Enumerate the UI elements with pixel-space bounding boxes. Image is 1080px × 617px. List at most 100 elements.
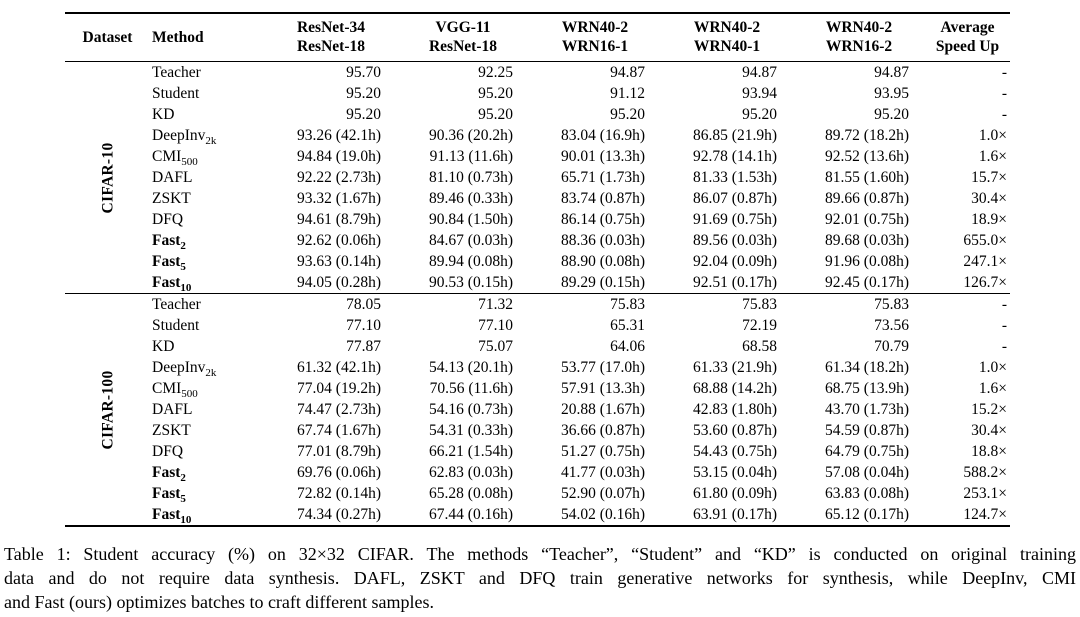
accuracy-value: 75.83 xyxy=(529,293,661,315)
method-name: DeepInv2k xyxy=(152,127,217,148)
accuracy-value: 92.01 (0.75h) xyxy=(825,211,909,228)
table-row: DAFL 92.22 (2.73h) 81.10 (0.73h) 65.71 (1.7… xyxy=(65,167,1010,188)
accuracy-value: 71.32 xyxy=(397,293,529,315)
header-col-wrn40-2-wrn16-2: WRN40-2 WRN16-2 xyxy=(793,13,925,62)
table-body: CIFAR-10 Teacher 95.70 92.25 94.87 94.87 94.87… xyxy=(65,62,1010,527)
table-row: Fast2 92.62 (0.06h) 84.67 (0.03h) 88.36 (0.… xyxy=(65,230,1010,252)
speedup-value: - xyxy=(925,293,1010,315)
accuracy-value: 93.63 (0.14h) xyxy=(297,253,381,270)
accuracy-value: 86.85 (21.9h) xyxy=(693,127,777,144)
accuracy-value: 89.56 (0.03h) xyxy=(693,232,777,249)
method-name: Teacher xyxy=(150,293,265,315)
speedup-value: 253.1× xyxy=(963,485,1007,502)
accuracy-value: 94.05 (0.28h) xyxy=(297,274,381,291)
method-name: Student xyxy=(152,317,200,334)
method-name: Fast5 xyxy=(152,485,186,506)
accuracy-value: 53.60 (0.87h) xyxy=(693,422,777,439)
accuracy-value: 95.20 xyxy=(874,106,909,123)
accuracy-value: 88.36 (0.03h) xyxy=(561,232,645,249)
method-name: CMI500 xyxy=(152,148,198,169)
speedup-value: 655.0× xyxy=(963,232,1007,249)
accuracy-value: 54.13 (20.1h) xyxy=(429,359,513,376)
accuracy-value: 70.79 xyxy=(874,338,909,355)
speedup-value: 30.4× xyxy=(971,190,1007,207)
accuracy-value: 84.67 (0.03h) xyxy=(429,232,513,249)
accuracy-value: 92.25 xyxy=(478,64,513,81)
accuracy-value: 94.87 xyxy=(610,64,645,81)
caption-line: and Fast (ours) optimizes batches to cra… xyxy=(4,592,435,612)
method-name: Fast10 xyxy=(152,506,192,527)
accuracy-value: 91.12 xyxy=(610,85,645,102)
accuracy-value: 89.29 (0.15h) xyxy=(561,274,645,291)
accuracy-value: 94.87 xyxy=(874,64,909,81)
accuracy-value: 70.56 (11.6h) xyxy=(429,380,513,397)
accuracy-value: 73.56 xyxy=(874,317,909,334)
accuracy-value: 89.46 (0.33h) xyxy=(429,190,513,207)
table-row: Fast5 72.82 (0.14h) 65.28 (0.08h) 52.90 (0.… xyxy=(65,483,1010,506)
speedup-value: 30.4× xyxy=(971,422,1007,439)
table-row: Student 95.20 95.20 91.12 93.94 93.95 - xyxy=(65,83,1010,104)
accuracy-value: 90.84 (1.50h) xyxy=(429,211,513,228)
speedup-value: 1.6× xyxy=(978,380,1007,397)
accuracy-value: 51.27 (0.75h) xyxy=(561,443,645,460)
speedup-value: 124.7× xyxy=(963,506,1007,523)
accuracy-value: 90.53 (0.15h) xyxy=(429,274,513,291)
accuracy-value: 75.83 xyxy=(661,293,793,315)
speedup-value: 18.9× xyxy=(971,211,1007,228)
results-table: Dataset Method ResNet-34 ResNet-18 VGG-11 R… xyxy=(65,12,1010,527)
accuracy-value: 54.43 (0.75h) xyxy=(693,443,777,460)
header-col-wrn40-2-wrn40-1: WRN40-2 WRN40-1 xyxy=(661,13,793,62)
table-row: DeepInv2k 93.26 (42.1h) 90.36 (20.2h) 83.04… xyxy=(65,125,1010,148)
accuracy-value: 57.08 (0.04h) xyxy=(825,464,909,481)
accuracy-value: 54.31 (0.33h) xyxy=(429,422,513,439)
caption-line: Table 1: Student accuracy (%) on 32×32 C… xyxy=(4,544,1076,564)
accuracy-value: 92.04 (0.09h) xyxy=(693,253,777,270)
accuracy-value: 65.28 (0.08h) xyxy=(429,485,513,502)
header-col-average-speed-up: Average Speed Up xyxy=(925,13,1010,62)
accuracy-value: 95.70 xyxy=(346,64,381,81)
header-col-vgg-11-resnet-18: VGG-11 ResNet-18 xyxy=(397,13,529,62)
accuracy-value: 63.91 (0.17h) xyxy=(693,506,777,523)
speedup-value: - xyxy=(1001,85,1007,102)
accuracy-value: 62.83 (0.03h) xyxy=(429,464,513,481)
method-name: CMI500 xyxy=(152,380,198,401)
accuracy-value: 61.32 (42.1h) xyxy=(297,359,381,376)
accuracy-value: 95.20 xyxy=(742,106,777,123)
speedup-value: 126.7× xyxy=(963,274,1007,291)
table-row: CIFAR-10 Teacher 95.70 92.25 94.87 94.87 94.87… xyxy=(65,62,1010,213)
accuracy-value: 74.47 (2.73h) xyxy=(297,401,381,418)
method-name: DAFL xyxy=(152,401,193,418)
method-name: Fast2 xyxy=(152,464,186,485)
accuracy-value: 95.20 xyxy=(478,85,513,102)
header-col-resnet-34-resnet-18: ResNet-34 ResNet-18 xyxy=(265,13,397,62)
method-name: Student xyxy=(152,85,200,102)
accuracy-value: 61.34 (18.2h) xyxy=(825,359,909,376)
dataset-label-cifar-100: CIFAR-100 xyxy=(65,293,150,526)
accuracy-value: 68.88 (14.2h) xyxy=(693,380,777,397)
speedup-value: 1.0× xyxy=(978,359,1007,376)
accuracy-value: 57.91 (13.3h) xyxy=(561,380,645,397)
speedup-value: 588.2× xyxy=(963,464,1007,481)
accuracy-value: 92.52 (13.6h) xyxy=(825,148,909,165)
accuracy-value: 94.84 (19.0h) xyxy=(297,148,381,165)
table-row: DAFL 74.47 (2.73h) 54.16 (0.73h) 20.88 (1.6… xyxy=(65,399,1010,420)
accuracy-value: 74.34 (0.27h) xyxy=(297,506,381,523)
accuracy-value: 75.83 xyxy=(793,293,925,315)
accuracy-value: 77.10 xyxy=(478,317,513,334)
accuracy-value: 63.83 (0.08h) xyxy=(825,485,909,502)
method-name: ZSKT xyxy=(152,190,191,207)
accuracy-value: 52.90 (0.07h) xyxy=(561,485,645,502)
accuracy-value: 93.32 (1.67h) xyxy=(297,190,381,207)
accuracy-value: 89.66 (0.87h) xyxy=(825,190,909,207)
header-row: Dataset Method ResNet-34 ResNet-18 VGG-11 R… xyxy=(65,13,1010,62)
speedup-value: - xyxy=(1001,317,1007,334)
table-row: CIFAR-100 Teacher 78.05 71.32 75.83 75.83 75.8… xyxy=(65,293,1010,526)
accuracy-value: 75.07 xyxy=(478,338,513,355)
accuracy-value: 43.70 (1.73h) xyxy=(825,401,909,418)
accuracy-value: 81.33 (1.53h) xyxy=(693,169,777,186)
accuracy-value: 69.76 (0.06h) xyxy=(297,464,381,481)
accuracy-value: 20.88 (1.67h) xyxy=(561,401,645,418)
speedup-value: - xyxy=(1001,64,1007,81)
accuracy-value: 95.20 xyxy=(610,106,645,123)
